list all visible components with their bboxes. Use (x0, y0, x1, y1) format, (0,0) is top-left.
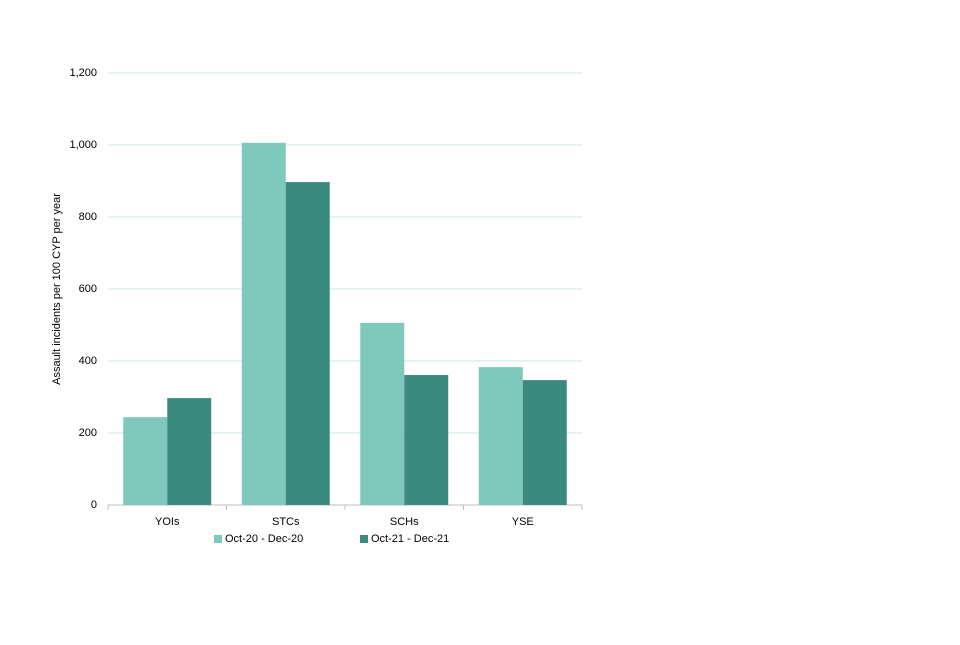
bar (522, 380, 567, 505)
bar (167, 398, 212, 505)
x-tick-label: SCHs (390, 516, 419, 528)
legend-swatch (214, 535, 222, 543)
y-tick-label: 800 (79, 211, 97, 223)
bar (123, 417, 168, 505)
bar (241, 142, 286, 505)
bar (285, 182, 330, 505)
x-tick-label: YSE (512, 516, 534, 528)
y-tick-label: 600 (79, 283, 97, 295)
legend-swatch (360, 535, 368, 543)
bar (478, 367, 523, 505)
y-tick-label: 200 (79, 427, 97, 439)
y-tick-label: 1,000 (69, 139, 97, 151)
y-tick-label: 0 (91, 499, 97, 511)
y-tick-label: 1,200 (69, 67, 97, 79)
legend-label: Oct-20 - Dec-20 (225, 533, 303, 545)
bar (404, 375, 449, 505)
y-axis-label: Assault incidents per 100 CYP per year (51, 193, 63, 385)
bar (360, 322, 405, 505)
y-tick-label: 400 (79, 355, 97, 367)
x-tick-label: STCs (272, 516, 300, 528)
legend-label: Oct-21 - Dec-21 (371, 533, 449, 545)
x-tick-label: YOIs (155, 516, 180, 528)
